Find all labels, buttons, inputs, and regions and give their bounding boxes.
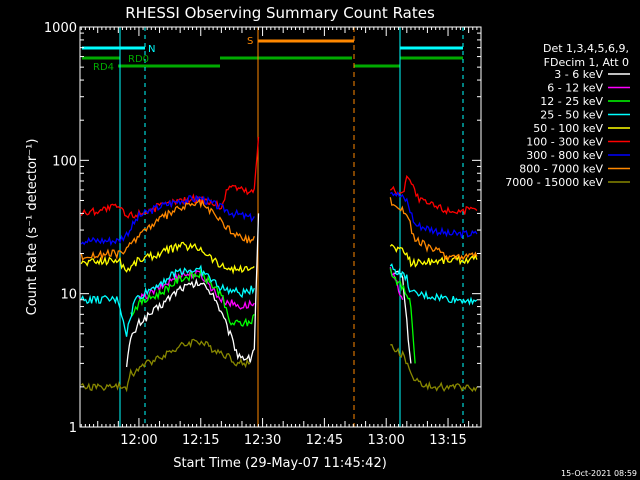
series-line bbox=[80, 241, 255, 275]
legend-label: 25 - 50 keV bbox=[540, 109, 603, 122]
y-axis-label: Count Rate (s⁻¹ detector⁻¹) bbox=[25, 139, 40, 316]
series-line bbox=[389, 268, 416, 364]
series-line bbox=[125, 213, 260, 368]
series-line bbox=[80, 136, 260, 219]
series-line bbox=[80, 195, 255, 247]
series-line bbox=[389, 197, 478, 262]
legend-label: 7000 - 15000 keV bbox=[505, 176, 603, 189]
series-line bbox=[389, 243, 478, 268]
legend: Det 1,3,4,5,6,9,FDecim 1, Att 03 - 6 keV… bbox=[505, 42, 630, 189]
legend-label: 6 - 12 keV bbox=[547, 82, 603, 95]
legend-header: Det 1,3,4,5,6,9, bbox=[543, 42, 629, 55]
generated-timestamp: 15-Oct-2021 08:59 bbox=[561, 469, 637, 478]
annotation-label: RD4 bbox=[93, 62, 114, 73]
x-tick-label: 13:00 bbox=[367, 433, 404, 448]
series-line bbox=[390, 344, 478, 393]
series-line bbox=[80, 338, 251, 393]
x-tick-label: 12:00 bbox=[120, 433, 157, 448]
x-axis-label: Start Time (29-May-07 11:45:42) bbox=[173, 456, 387, 471]
series-line bbox=[389, 190, 478, 238]
legend-label: 100 - 300 keV bbox=[526, 136, 603, 149]
series-line bbox=[80, 198, 255, 262]
legend-label: 12 - 25 keV bbox=[540, 95, 603, 108]
legend-label: 300 - 800 keV bbox=[526, 149, 603, 162]
legend-label: 800 - 7000 keV bbox=[519, 163, 603, 176]
x-tick-label: 12:30 bbox=[244, 433, 281, 448]
x-tick-label: 12:45 bbox=[306, 433, 343, 448]
y-tick-label: 1 bbox=[69, 421, 77, 436]
y-tick-label: 10 bbox=[60, 288, 77, 303]
legend-header: FDecim 1, Att 0 bbox=[544, 56, 629, 69]
series-line bbox=[130, 268, 255, 327]
annotation-label: N bbox=[148, 44, 155, 55]
plot-frame bbox=[79, 26, 482, 428]
chart-title: RHESSI Observing Summary Count Rates bbox=[125, 4, 435, 22]
series-line bbox=[389, 174, 478, 215]
x-tick-label: 13:15 bbox=[429, 433, 466, 448]
series-line bbox=[80, 264, 255, 337]
series-line bbox=[389, 266, 404, 301]
legend-label: 50 - 100 keV bbox=[533, 122, 603, 135]
annotation-label: RD0 bbox=[128, 54, 149, 65]
y-tick-label: 1000 bbox=[44, 21, 77, 36]
y-tick-label: 100 bbox=[52, 154, 77, 169]
series-line bbox=[389, 263, 478, 306]
legend-label: 3 - 6 keV bbox=[554, 68, 603, 81]
x-tick-label: 12:15 bbox=[182, 433, 219, 448]
annotation-label: S bbox=[247, 36, 253, 47]
